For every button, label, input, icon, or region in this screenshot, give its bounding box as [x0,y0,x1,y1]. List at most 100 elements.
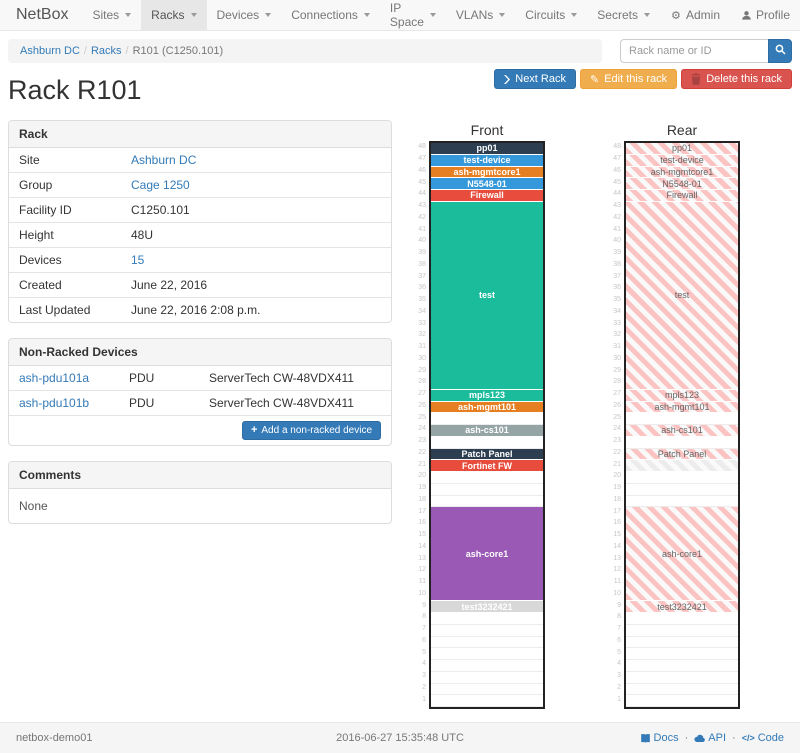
info-value-link[interactable]: Ashburn DC [131,153,197,167]
nav-item-secrets[interactable]: Secrets [587,0,660,30]
nav-item-connections[interactable]: Connections [281,0,380,30]
device-block[interactable]: ash-mgmtcore1 [626,166,738,179]
unit-number: 44 [613,190,621,198]
device-block[interactable]: Firewall [626,190,738,202]
unit-number: 21 [613,460,621,468]
breadcrumb-racks-link[interactable]: Racks [90,45,122,57]
breadcrumb-site-link[interactable]: Ashburn DC [20,45,80,57]
info-label: Group [9,172,121,198]
footer-timestamp: 2016-06-27 15:35:48 UTC [336,732,464,744]
pencil-icon: ✎ [590,72,600,86]
device-block[interactable]: ash-mgmt101 [431,401,543,414]
nav-item-vlans[interactable]: VLANs [446,0,515,30]
nav-item-racks[interactable]: Racks [141,0,207,30]
unit-number: 19 [613,484,621,492]
device-block[interactable]: ash-cs101 [431,425,543,437]
next-rack-button[interactable]: Next Rack [494,69,576,89]
footer-links: Docs · API · </> Code [528,732,784,744]
device-role: PDU [119,390,199,415]
empty-unit [626,483,738,496]
unit-number: 37 [613,272,621,280]
info-label: Created [9,272,121,298]
non-racked-panel: Non-Racked Devices ash-pdu101a PDU ServerT… [8,338,392,446]
device-block[interactable]: N5548-01 [626,178,738,190]
nav-item-circuits[interactable]: Circuits [515,0,587,30]
rear-unit-numbers: 48 47 46 45 44 43 42 41 40 39 38 37 36 35 34 33 32 31 30 29… [609,141,624,709]
add-non-racked-device-button[interactable]: + Add a non-racked device [241,421,381,440]
nav-item-profile[interactable]: Profile [730,0,800,30]
empty-unit [431,624,543,637]
unit-number: 15 [418,531,426,539]
unit-number: 48 [613,143,621,151]
device-name-link[interactable]: ash-pdu101a [19,371,90,385]
footer-hostname: netbox-demo01 [16,732,93,744]
edit-rack-button[interactable]: ✎ Edit this rack [580,69,678,89]
device-block[interactable]: test-device [626,154,738,167]
device-name-link[interactable]: ash-pdu101b [19,396,90,410]
device-block[interactable]: Fortinet FW [431,460,543,472]
unit-number: 47 [613,155,621,163]
empty-unit [431,636,543,649]
unit-number: 30 [613,354,621,362]
device-block[interactable]: pp01 [431,143,543,155]
footer-link-code[interactable]: </> Code [742,732,784,744]
nav-right: ⚙AdminProfileLog out [660,0,800,30]
device-block[interactable]: mpls123 [431,389,543,402]
chevron-down-icon [125,13,132,17]
device-block[interactable]: Patch Panel [626,448,738,461]
chevron-down-icon [643,13,650,17]
device-block[interactable]: test [626,201,738,390]
device-block[interactable]: N5548-01 [431,178,543,190]
info-value-link[interactable]: Cage 1250 [131,178,190,192]
device-block[interactable]: ash-core1 [431,507,543,602]
table-row: Height 48U [9,222,391,248]
empty-unit [626,660,738,672]
device-block[interactable]: ash-cs101 [626,425,738,437]
non-racked-title: Non-Racked Devices [9,339,391,366]
unit-number: 12 [418,566,426,574]
empty-unit [626,636,738,649]
unit-number: 38 [418,260,426,268]
delete-rack-button[interactable]: Delete this rack [681,69,792,89]
device-block[interactable] [626,460,738,472]
unit-number: 33 [613,319,621,327]
nav-item-label: Devices [216,8,260,22]
nav-item-ip-space[interactable]: IP Space [380,0,446,30]
info-label: Site [19,153,40,167]
footer-link-api[interactable]: API [694,732,726,744]
comments-title: Comments [9,462,391,489]
search-button[interactable] [768,39,792,63]
main-content: Rack Site Ashburn DC Group Cage 1250 Facilit… [0,120,800,722]
empty-unit [626,495,738,508]
empty-unit [431,660,543,672]
search-input[interactable] [620,39,768,63]
device-block[interactable]: mpls123 [626,389,738,402]
device-block[interactable]: ash-mgmtcore1 [431,166,543,179]
unit-number: 32 [418,331,426,339]
gear-icon: ⚙ [671,8,681,22]
device-block[interactable]: test-device [431,154,543,167]
brand-logo[interactable]: NetBox [16,6,69,23]
device-block[interactable]: pp01 [626,143,738,155]
chevron-down-icon [190,13,197,17]
device-block[interactable]: test3232421 [431,601,543,613]
nav-item-admin[interactable]: ⚙ Admin [660,0,730,30]
unit-number: 27 [418,390,426,398]
device-block[interactable]: ash-core1 [626,507,738,602]
info-label: Facility ID [9,197,121,223]
info-value-link[interactable]: 15 [131,253,145,267]
nav-item-label: Racks [151,8,185,22]
device-block[interactable]: Firewall [431,190,543,202]
unit-number: 28 [418,378,426,386]
nav-item-devices[interactable]: Devices [207,0,282,30]
footer-link-docs[interactable]: Docs [640,732,679,744]
nav-item-sites[interactable]: Sites [82,0,141,30]
unit-number: 44 [418,190,426,198]
device-block[interactable]: test [431,201,543,390]
device-block[interactable]: ash-mgmt101 [626,401,738,414]
device-block[interactable]: Patch Panel [431,448,543,461]
unit-number: 43 [613,202,621,210]
unit-number: 41 [418,225,426,233]
device-block[interactable]: test3232421 [626,601,738,613]
info-label: Last Updated [9,297,121,322]
